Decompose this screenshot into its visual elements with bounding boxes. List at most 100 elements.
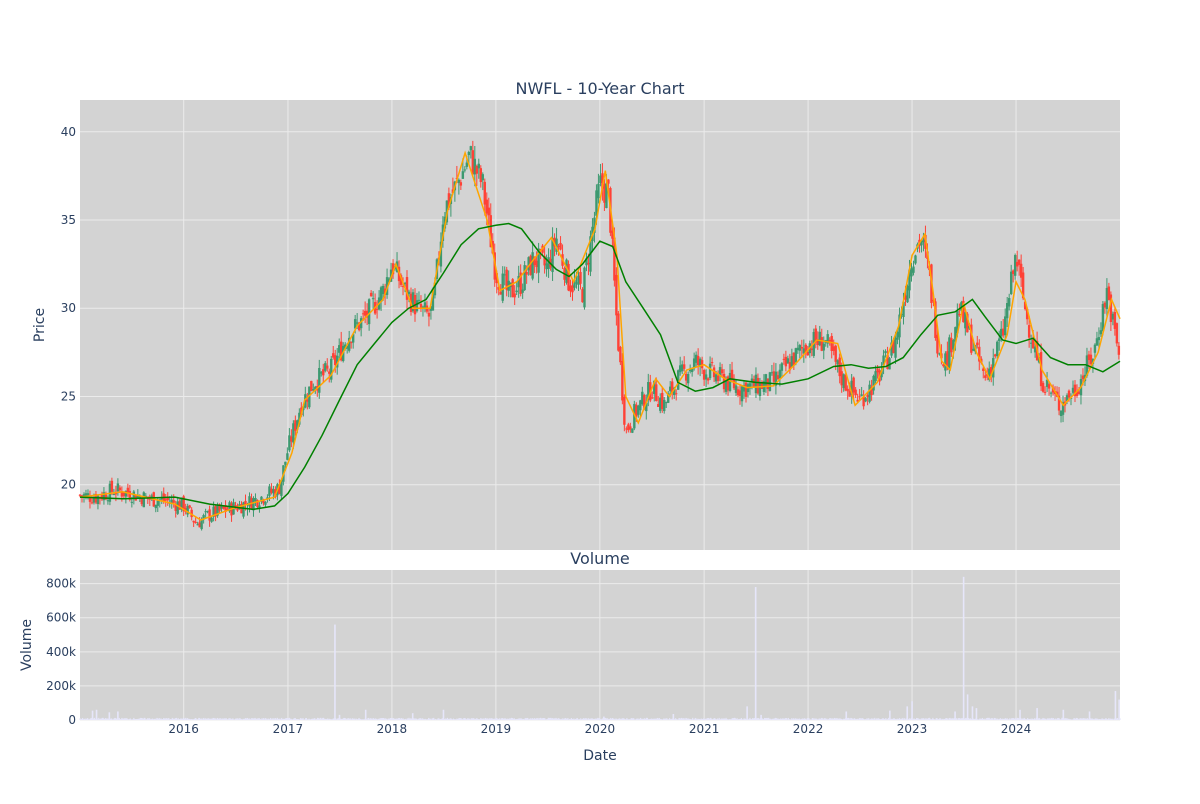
volume-bar [650,718,652,720]
volume-bar [84,719,86,720]
volume-bar [583,718,585,720]
volume-bar [1052,717,1054,720]
volume-bar [149,718,151,720]
volume-bar [307,719,309,720]
volume-bar [509,718,511,720]
candle-down [557,245,560,247]
volume-bar [258,718,261,720]
candle-up [531,252,534,279]
volume-bar [446,718,448,720]
volume-bar [306,719,308,720]
volume-bar [314,718,316,720]
volume-bar [1080,718,1082,720]
volume-bar [530,719,532,720]
volume-bar [81,718,83,720]
volume-bar [716,718,719,720]
volume-bar [152,718,154,720]
candle-down [702,370,706,380]
volume-bar [825,719,827,720]
volume-bar [623,718,625,720]
volume-bar [609,718,611,720]
candle-up [457,179,461,184]
candle-up [415,300,419,312]
candle-down [984,375,987,378]
volume-bar [206,718,208,720]
volume-bar [99,718,102,720]
candle-up [663,399,666,412]
candle-down [340,341,343,361]
candle-up [884,351,887,354]
candle-up [922,239,925,243]
candle-down [88,497,92,502]
long-moving-average-line [79,222,1121,511]
volume-bar [229,718,232,720]
volume-bar [832,718,834,720]
volume-bar [1006,718,1008,720]
candle-down [1109,294,1113,322]
volume-bar [1093,719,1095,720]
candle-down [792,352,796,366]
candle-down [661,392,664,409]
volume-bar [608,718,610,720]
volume-bar [177,718,179,720]
volume-bar [765,718,767,720]
volume-bar [675,719,678,720]
candle-down [1113,312,1117,329]
volume-bar [551,718,553,720]
volume-bar [400,717,402,720]
candle-down [619,346,622,363]
candle-up [160,497,163,500]
volume-bar [1074,718,1076,720]
candle-up [740,386,744,402]
candle-up [577,275,580,285]
volume-bar [863,719,866,720]
candle-down [513,293,516,298]
volume-bar [279,718,281,720]
candle-up [501,273,504,301]
volume-bar [187,719,190,720]
volume-bar [763,719,765,720]
volume-bar [1005,718,1007,720]
volume-bar [346,719,348,720]
candle-down [603,183,606,203]
volume-bar [427,719,429,720]
volume-bar [345,718,347,720]
candle-down [214,505,217,517]
volume-bar [462,719,464,720]
volume-bar [942,719,944,720]
volume-bar [348,718,350,720]
volume-bar [795,718,797,720]
volume-bar [945,718,948,720]
candle-up [463,169,467,171]
volume-bar [174,718,176,720]
volume-bar [434,718,437,720]
volume-bar [527,717,529,720]
volume-bar [511,718,514,720]
candle-down [1021,272,1025,299]
candle-down [1067,390,1071,398]
volume-bar [840,718,843,720]
volume-bar [710,718,713,720]
volume-bar [1049,718,1051,720]
candle-down [942,364,945,367]
volume-bar [189,719,191,720]
volume-bar [255,718,257,720]
volume-bar [716,719,718,720]
volume-bar-spike [108,712,111,720]
volume-bar [1045,718,1047,720]
volume-bar [534,718,536,720]
candle-up [1065,395,1069,402]
date-tick-label: 2016 [168,722,199,736]
volume-tick-label: 400k [46,645,76,659]
candle-down [256,500,259,508]
volume-bar [568,719,570,720]
volume-bar [199,718,202,720]
volume-bar [375,718,378,720]
volume-bar [423,719,425,720]
volume-bar [916,717,918,720]
volume-bar [833,717,836,720]
volume-bar [444,719,446,720]
candle-down [671,381,674,394]
volume-bar [768,717,770,720]
volume-bar [878,718,880,720]
